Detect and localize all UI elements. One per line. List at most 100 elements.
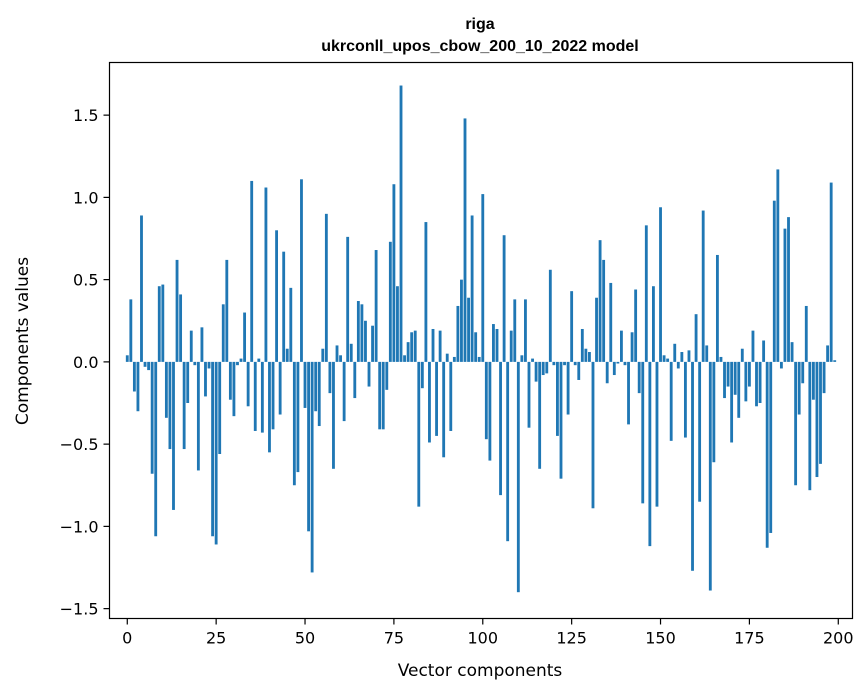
bar — [154, 361, 158, 537]
bar — [509, 330, 513, 362]
bar — [260, 361, 264, 433]
bar — [403, 355, 406, 362]
y-tick-label: 1.5 — [73, 106, 98, 125]
bar — [211, 361, 215, 537]
bar — [715, 254, 719, 362]
bar — [548, 269, 552, 362]
bar — [666, 358, 670, 362]
bar — [822, 361, 826, 394]
bar — [164, 361, 168, 418]
bar — [367, 361, 371, 387]
x-tick-label: 175 — [734, 629, 765, 648]
bar — [356, 301, 360, 362]
bar — [125, 355, 129, 362]
bar — [520, 355, 524, 362]
bar — [570, 291, 574, 362]
bar — [285, 348, 289, 362]
bar — [652, 286, 655, 362]
bar — [566, 361, 570, 415]
bar — [694, 314, 698, 362]
bar — [580, 328, 584, 362]
bar — [556, 361, 559, 436]
bar — [150, 361, 154, 474]
x-tick-label: 50 — [295, 629, 315, 648]
bar — [289, 287, 293, 362]
bar — [129, 299, 133, 362]
x-tick-label: 25 — [206, 629, 226, 648]
bar — [655, 361, 659, 507]
bar — [623, 361, 627, 366]
bar — [481, 194, 485, 362]
bar — [605, 361, 609, 384]
bar — [189, 330, 193, 362]
bar — [470, 215, 474, 362]
bar — [680, 352, 684, 362]
bar — [598, 240, 602, 362]
bar — [221, 304, 225, 362]
bar — [755, 361, 758, 407]
bar — [207, 361, 211, 369]
bar — [264, 187, 268, 362]
bar — [758, 361, 762, 403]
bar — [648, 361, 652, 547]
bar — [488, 361, 492, 461]
bar — [641, 361, 645, 504]
bar — [662, 355, 666, 362]
bar — [232, 361, 236, 417]
bar — [630, 332, 634, 362]
bar — [438, 330, 442, 362]
bar — [577, 361, 581, 380]
bar — [140, 215, 143, 362]
bar — [332, 361, 335, 469]
bar — [328, 361, 332, 394]
bar — [495, 328, 499, 362]
chart-subtitle: ukrconll_upos_cbow_200_10_2022 model — [321, 38, 638, 55]
bar — [172, 361, 175, 510]
bar — [726, 361, 730, 387]
bar — [634, 289, 638, 362]
x-tick-label: 200 — [823, 629, 854, 648]
bar — [659, 207, 662, 362]
bar — [691, 361, 694, 571]
bar — [278, 361, 282, 415]
bar — [253, 361, 257, 431]
bar — [353, 361, 357, 399]
bar — [794, 361, 798, 486]
bar — [168, 361, 172, 450]
bar — [801, 361, 805, 384]
bar — [776, 169, 780, 362]
bar — [360, 304, 364, 362]
bar — [417, 361, 421, 507]
bar — [424, 222, 428, 362]
y-axis: −1.5 −1.0 −0.5 0.0 0.5 1.0 1.5 — [60, 106, 110, 619]
bar — [371, 325, 374, 362]
x-tick-label: 125 — [556, 629, 587, 648]
bar — [506, 361, 510, 542]
bar — [335, 345, 339, 362]
bar — [282, 251, 286, 362]
bar — [378, 361, 382, 430]
bar — [132, 361, 136, 392]
bar — [218, 361, 222, 454]
bar — [744, 361, 748, 402]
bar — [644, 225, 648, 362]
bar — [449, 361, 453, 431]
x-tick-label: 0 — [122, 629, 132, 648]
bar — [204, 361, 207, 397]
bar — [303, 361, 307, 408]
bar — [559, 361, 563, 479]
bar — [783, 228, 787, 362]
bar — [502, 235, 506, 362]
bar — [200, 327, 204, 362]
bar — [342, 361, 346, 422]
bar — [175, 259, 179, 362]
bar — [296, 361, 300, 473]
y-tick-label: 0.5 — [73, 271, 98, 290]
bar — [381, 361, 385, 430]
bar — [239, 358, 243, 362]
bar — [811, 361, 815, 400]
bar — [708, 361, 712, 591]
bar — [410, 332, 414, 362]
bar — [815, 361, 819, 478]
bar — [292, 361, 296, 486]
